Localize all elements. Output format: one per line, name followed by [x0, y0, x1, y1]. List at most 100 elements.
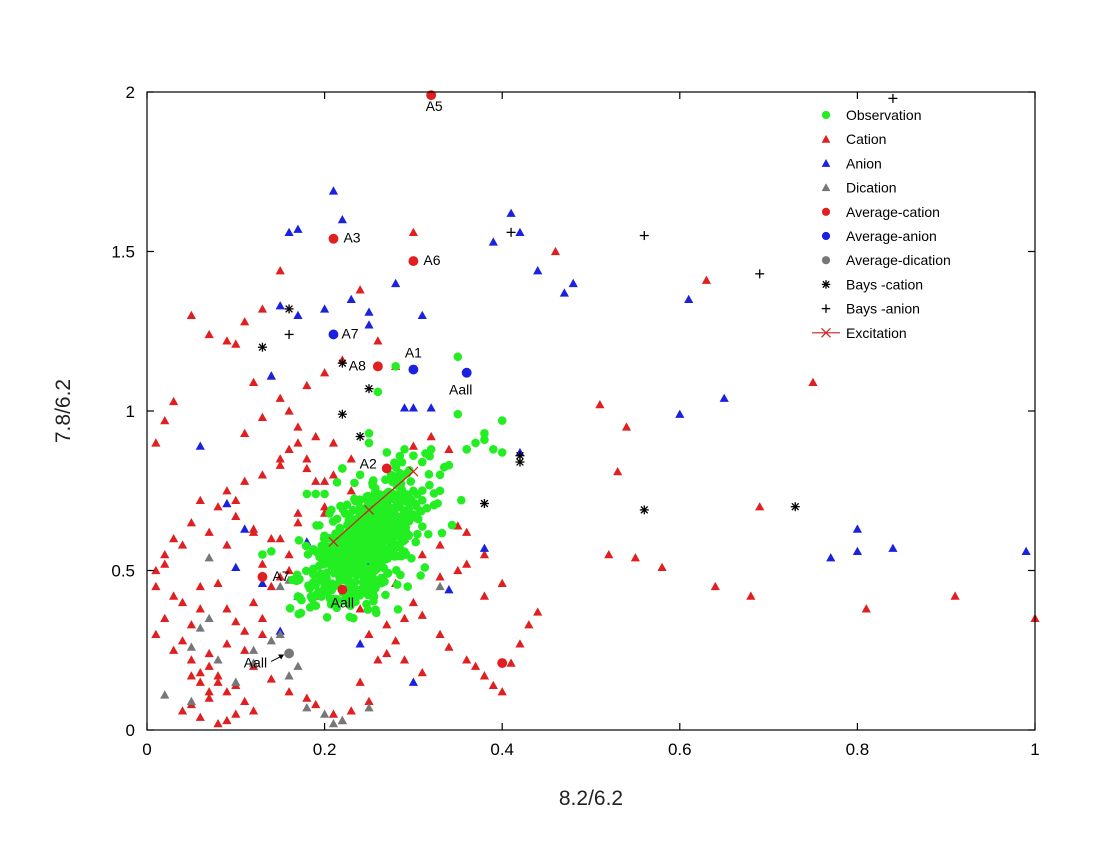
anion-point — [533, 266, 543, 275]
observation-point — [364, 429, 374, 438]
cation-point — [488, 680, 498, 690]
average-cation-point — [408, 256, 419, 267]
point-annotation: A7 — [341, 325, 358, 341]
dication-point — [195, 623, 205, 632]
observation-point — [397, 457, 407, 467]
observation-point — [363, 491, 373, 501]
anion-point — [515, 227, 525, 237]
cation-point — [604, 549, 614, 559]
observation-point — [303, 550, 313, 559]
cation-point — [328, 438, 339, 447]
legend-item-bays-anion: Bays -anion — [821, 301, 920, 317]
observation-point — [343, 559, 353, 568]
legend-item-average-dication: Average-dication — [821, 252, 951, 268]
cation-point — [311, 476, 321, 485]
cation-point — [284, 406, 294, 415]
average-anion-point — [328, 329, 339, 340]
cation-point — [266, 674, 276, 683]
cation-point — [595, 400, 605, 409]
observation-point — [314, 561, 324, 571]
cation-point — [257, 412, 268, 422]
observation-point — [350, 496, 360, 506]
cation-point — [275, 572, 285, 581]
average-cation-point — [328, 233, 339, 244]
cation-point — [222, 486, 232, 495]
legend-label: Cation — [846, 131, 886, 147]
cation-point — [453, 565, 463, 575]
cation-point — [177, 706, 188, 715]
cation-point — [861, 604, 871, 613]
observation-point — [444, 460, 454, 470]
legend-item-observation: Observation — [821, 107, 921, 123]
observation-point — [417, 496, 427, 505]
bays-anion-point — [755, 269, 765, 279]
cation-point — [444, 642, 454, 651]
legend-label: Average-anion — [846, 228, 937, 244]
cation-point — [248, 597, 259, 607]
legend-item-dication: Dication — [821, 180, 897, 196]
observation-point — [426, 444, 436, 454]
observation-point — [373, 387, 383, 397]
anion-point — [559, 288, 569, 297]
observation-point — [425, 480, 434, 490]
bays-cation-point — [284, 304, 294, 314]
cation-point — [231, 339, 241, 348]
observation-point — [322, 533, 331, 543]
cation-point — [399, 655, 410, 664]
anion-point — [355, 639, 365, 648]
observation-point — [416, 571, 425, 580]
cation-point — [524, 620, 534, 629]
y-tick-label: 0 — [126, 721, 135, 740]
cation-point — [346, 486, 356, 495]
cation-point — [213, 677, 223, 686]
observation-point — [409, 451, 418, 460]
observation-point — [302, 489, 312, 499]
cation-point — [293, 422, 303, 431]
average-dication-point — [284, 648, 295, 659]
dication-point — [364, 703, 374, 712]
cation-point — [355, 604, 365, 613]
point-annotation: A8 — [349, 357, 366, 373]
cation-point — [408, 597, 418, 607]
cation-point — [177, 636, 188, 645]
observation-point — [407, 554, 416, 563]
cation-point — [169, 591, 179, 600]
cation-point — [275, 266, 285, 275]
cation-point — [435, 629, 445, 638]
dication-point — [213, 655, 223, 664]
cation-point — [186, 620, 196, 629]
cation-point — [275, 454, 285, 463]
observation-point — [395, 539, 405, 549]
legend-marker — [821, 256, 831, 265]
dication-point — [328, 719, 339, 728]
x-tick-label: 0.8 — [846, 740, 870, 759]
observation-point — [340, 546, 350, 556]
dication-point — [231, 677, 241, 686]
x-tick-label: 1 — [1030, 740, 1039, 759]
cation-point — [462, 655, 472, 664]
cation-point — [222, 687, 232, 696]
legend-label: Dication — [846, 180, 897, 196]
cation-point — [257, 629, 268, 638]
plot-area: A5 A3 A6 A8 A2 A7 Aall A7 A1 Aall Aall — [151, 90, 1040, 728]
cation-point — [382, 648, 392, 658]
cation-point — [186, 310, 196, 319]
cation-point — [240, 476, 250, 485]
observation-point — [380, 555, 390, 564]
observation-point — [296, 608, 306, 618]
legend-label: Bays -cation — [846, 276, 923, 292]
average-anion-point — [408, 364, 419, 375]
observation-point — [390, 510, 400, 519]
anion-point — [399, 403, 410, 412]
observation-point — [297, 595, 306, 605]
observation-point — [364, 551, 373, 561]
observation-point — [357, 530, 367, 539]
cation-point — [231, 616, 241, 626]
observation-point — [336, 501, 345, 511]
cation-point — [169, 645, 179, 654]
cation-point — [284, 687, 294, 696]
observation-point — [397, 530, 406, 540]
dication-point — [160, 690, 170, 699]
cation-point — [417, 667, 427, 677]
anion-point — [852, 546, 862, 556]
